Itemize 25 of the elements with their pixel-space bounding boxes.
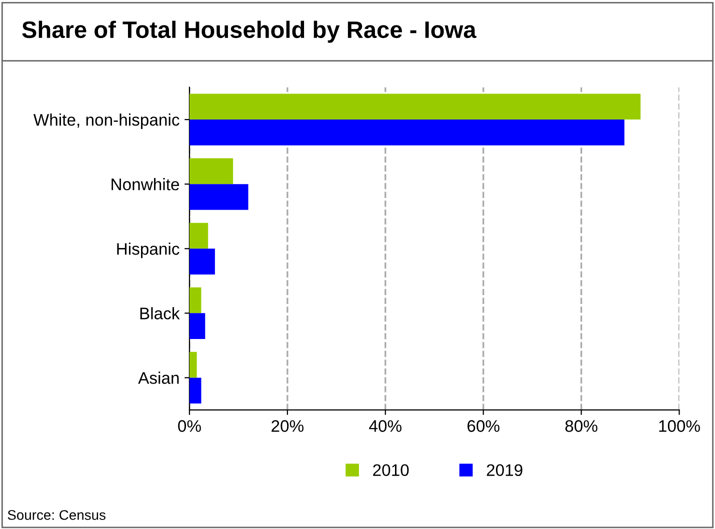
bar [189, 378, 202, 404]
bar [189, 120, 624, 146]
bar [189, 222, 208, 249]
x-tick-label: 60% [468, 420, 500, 432]
y-tick-label: Asian [138, 372, 179, 384]
bar [189, 158, 234, 184]
bar [189, 313, 206, 339]
x-tick-label: 20% [272, 420, 304, 432]
legend-label: 2010 [373, 464, 409, 476]
y-tick-label: White, non-hispanic [33, 114, 180, 130]
bar [189, 94, 641, 120]
bar [189, 184, 248, 210]
source-note: Source: Census [8, 510, 106, 520]
y-tick-label: Nonwhite [112, 178, 180, 190]
y-tick-label: Black [140, 307, 180, 320]
bar [189, 248, 215, 274]
x-tick-label: 100% [659, 420, 700, 432]
bar [189, 352, 197, 378]
x-tick-label: 0% [178, 420, 201, 432]
x-tick-label: 40% [369, 420, 402, 432]
legend-label: 2019 [486, 464, 522, 476]
x-tick-label: 80% [565, 420, 598, 432]
bar [189, 287, 202, 314]
y-tick-label: Hispanic [117, 242, 180, 258]
chart-title: Share of Total Household by Race - Iowa [22, 20, 476, 43]
